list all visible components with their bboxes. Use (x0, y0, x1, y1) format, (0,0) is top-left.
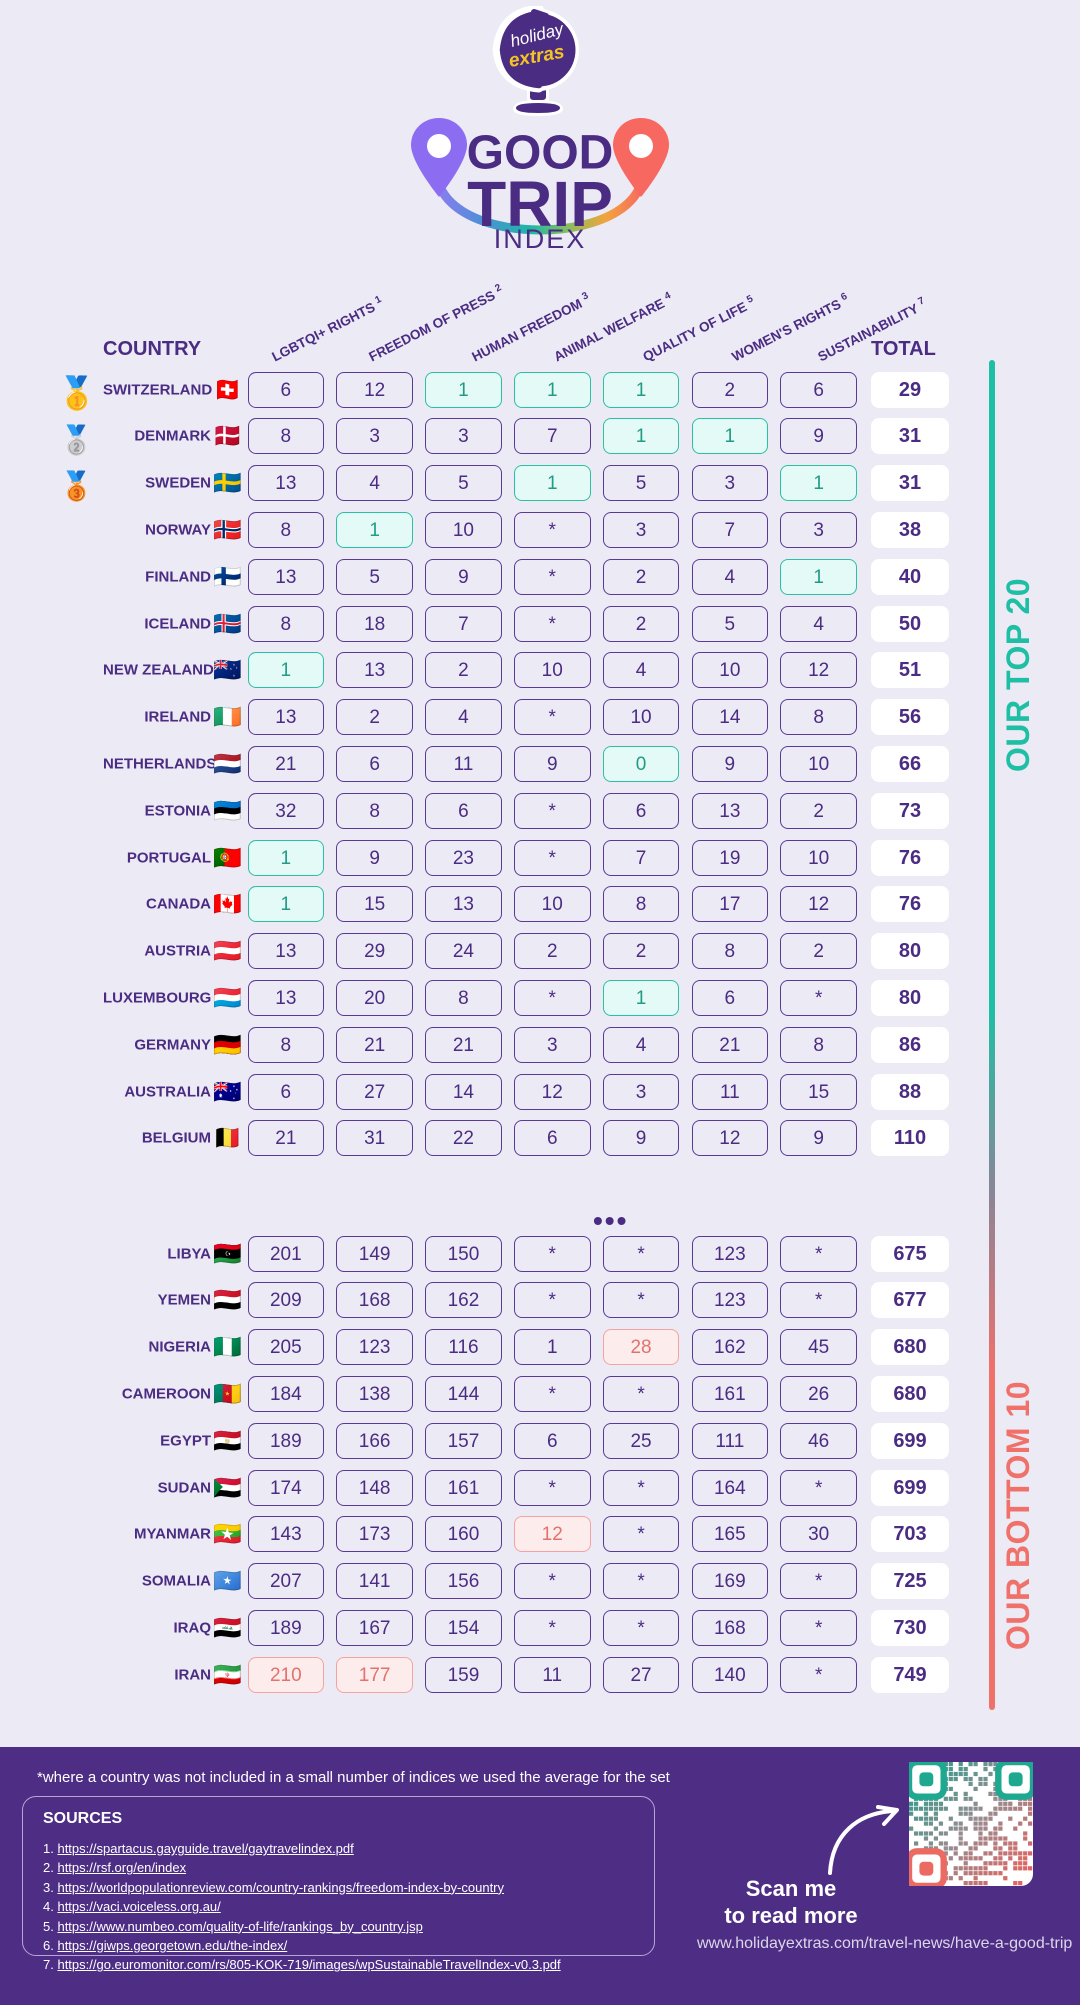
svg-text:INDEX: INDEX (494, 224, 587, 254)
